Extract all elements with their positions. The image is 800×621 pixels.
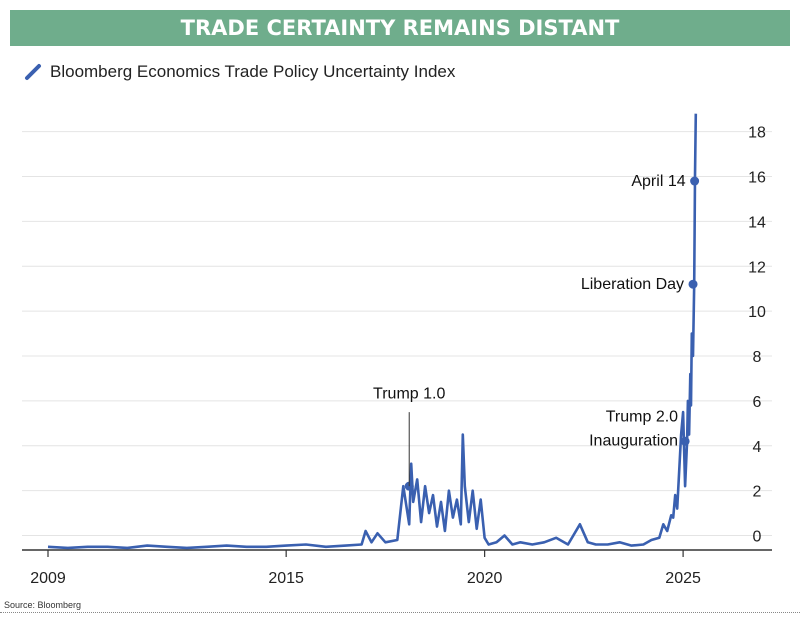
annotation-label: Liberation Day xyxy=(581,276,684,293)
chart-banner: TRADE CERTAINTY REMAINS DISTANT xyxy=(10,10,790,46)
y-tick-label: 16 xyxy=(748,170,766,187)
series-line xyxy=(47,113,698,550)
y-tick-label: 4 xyxy=(753,439,762,456)
annotation-label: Trump 1.0 xyxy=(373,386,445,403)
annotation-label: April 14 xyxy=(631,173,685,190)
x-tick-label: 2025 xyxy=(665,570,701,587)
y-tick-label: 2 xyxy=(753,484,762,501)
legend-series-label: Bloomberg Economics Trade Policy Uncerta… xyxy=(50,62,456,81)
annotation-label: Trump 2.0 xyxy=(606,408,678,425)
legend: Bloomberg Economics Trade Policy Uncerta… xyxy=(24,62,455,82)
y-tick-label: 10 xyxy=(748,304,766,321)
y-tick-label: 6 xyxy=(753,394,762,411)
x-tick-label: 2015 xyxy=(268,570,304,587)
annotation-marker xyxy=(690,176,700,186)
y-tick-label: 0 xyxy=(753,529,762,546)
y-tick-label: 14 xyxy=(748,214,766,231)
y-tick-label: 8 xyxy=(753,349,762,366)
annotation-marker xyxy=(688,279,698,289)
y-tick-label: 12 xyxy=(748,259,766,276)
x-tick-label: 2009 xyxy=(30,570,66,587)
source-note: Source: Bloomberg xyxy=(4,600,82,610)
x-tick-label: 2020 xyxy=(467,570,503,587)
annotation-marker xyxy=(680,436,690,446)
banner-title: TRADE CERTAINTY REMAINS DISTANT xyxy=(180,16,620,40)
line-chart: 0 2 4 6 8 10 12 14 16 18 2009 2015 2020 2025 Trump 1.0… xyxy=(22,113,772,587)
y-tick-label: 18 xyxy=(748,125,766,142)
bottom-divider xyxy=(0,612,800,613)
legend-line-icon xyxy=(25,64,41,80)
annotation-label: Inauguration xyxy=(589,432,678,449)
